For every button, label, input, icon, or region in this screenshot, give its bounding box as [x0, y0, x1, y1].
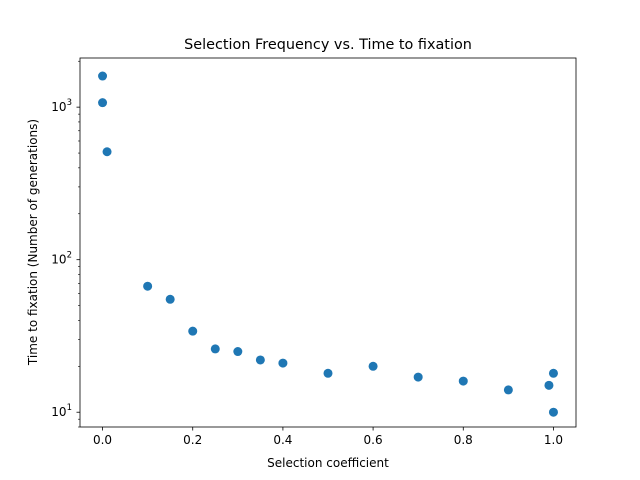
data-point — [210, 344, 220, 354]
data-point — [368, 361, 378, 371]
data-point — [544, 380, 554, 390]
plot-area: 0.0 0.2 0.4 0.6 0.8 1.0 101 102 103 — [51, 57, 577, 447]
data-point — [98, 71, 108, 81]
x-tick-label: 0.6 — [364, 433, 383, 447]
x-axis-label: Selection coefficient — [267, 456, 389, 470]
x-tick-label: 0.8 — [454, 433, 473, 447]
data-point — [102, 147, 112, 157]
data-point — [188, 326, 198, 336]
data-point — [255, 355, 265, 365]
data-point — [165, 294, 175, 304]
x-tick-label: 0.0 — [93, 433, 112, 447]
y-tick-label: 102 — [51, 251, 72, 267]
x-tick-label: 0.4 — [273, 433, 292, 447]
y-tick-label: 103 — [51, 98, 72, 114]
data-point — [278, 358, 288, 368]
x-tick-label: 1.0 — [544, 433, 563, 447]
data-point — [323, 368, 333, 378]
y-axis-label: Time to fixation (Number of generations) — [26, 119, 40, 366]
data-point — [548, 368, 558, 378]
x-tick-label: 0.2 — [183, 433, 202, 447]
data-point — [503, 385, 513, 395]
chart-title: Selection Frequency vs. Time to fixation — [184, 37, 472, 53]
y-tick-label: 101 — [51, 403, 72, 419]
data-point — [548, 407, 558, 417]
data-point — [458, 376, 468, 386]
data-point — [413, 372, 423, 382]
data-point — [98, 98, 108, 108]
data-point — [143, 281, 153, 291]
data-point — [233, 347, 243, 357]
axes-frame — [79, 57, 577, 428]
